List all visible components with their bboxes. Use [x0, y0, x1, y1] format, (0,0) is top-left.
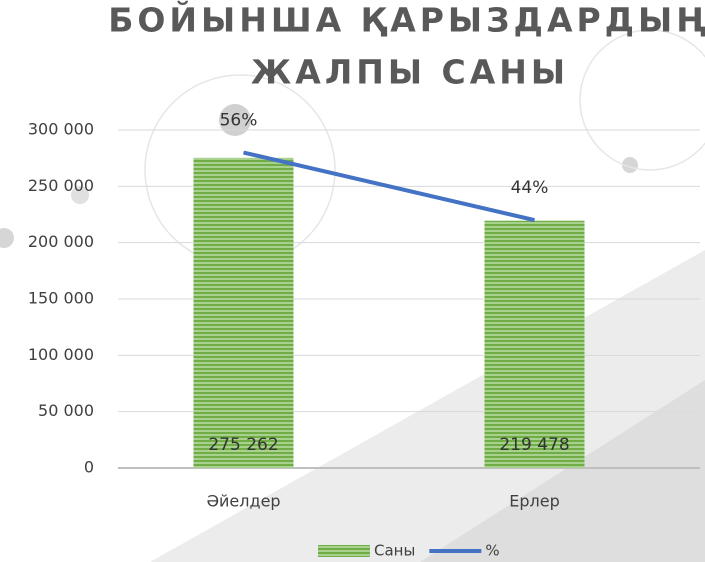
x-tick-label: Әйелдер	[206, 492, 280, 511]
y-tick-label: 250 000	[28, 176, 94, 195]
chart-title: ЖАЛПЫ САНЫ	[251, 53, 569, 92]
bar	[485, 221, 585, 468]
data-label: 219 478	[499, 435, 569, 455]
bar	[194, 158, 294, 468]
legend-label: %	[485, 542, 499, 560]
y-tick-label: 300 000	[28, 120, 94, 139]
legend-swatch	[318, 545, 370, 557]
data-label: 44%	[511, 178, 549, 198]
x-tick-label: Ерлер	[509, 492, 560, 511]
legend-label: Саны	[374, 542, 415, 560]
y-tick-label: 150 000	[28, 289, 94, 308]
y-tick-label: 200 000	[28, 232, 94, 251]
chart-title: БОЙЫНША ҚАРЫЗДАРДЫҢ	[108, 0, 705, 40]
y-tick-label: 0	[84, 458, 94, 477]
background-decor	[0, 30, 705, 562]
data-label: 275 262	[208, 435, 278, 455]
data-label: 56%	[220, 111, 258, 131]
y-tick-label: 50 000	[38, 401, 94, 420]
y-tick-label: 100 000	[28, 345, 94, 364]
chart: БОЙЫНША ҚАРЫЗДАРДЫҢ ЖАЛПЫ САНЫ 0 50 000 10…	[0, 0, 705, 562]
